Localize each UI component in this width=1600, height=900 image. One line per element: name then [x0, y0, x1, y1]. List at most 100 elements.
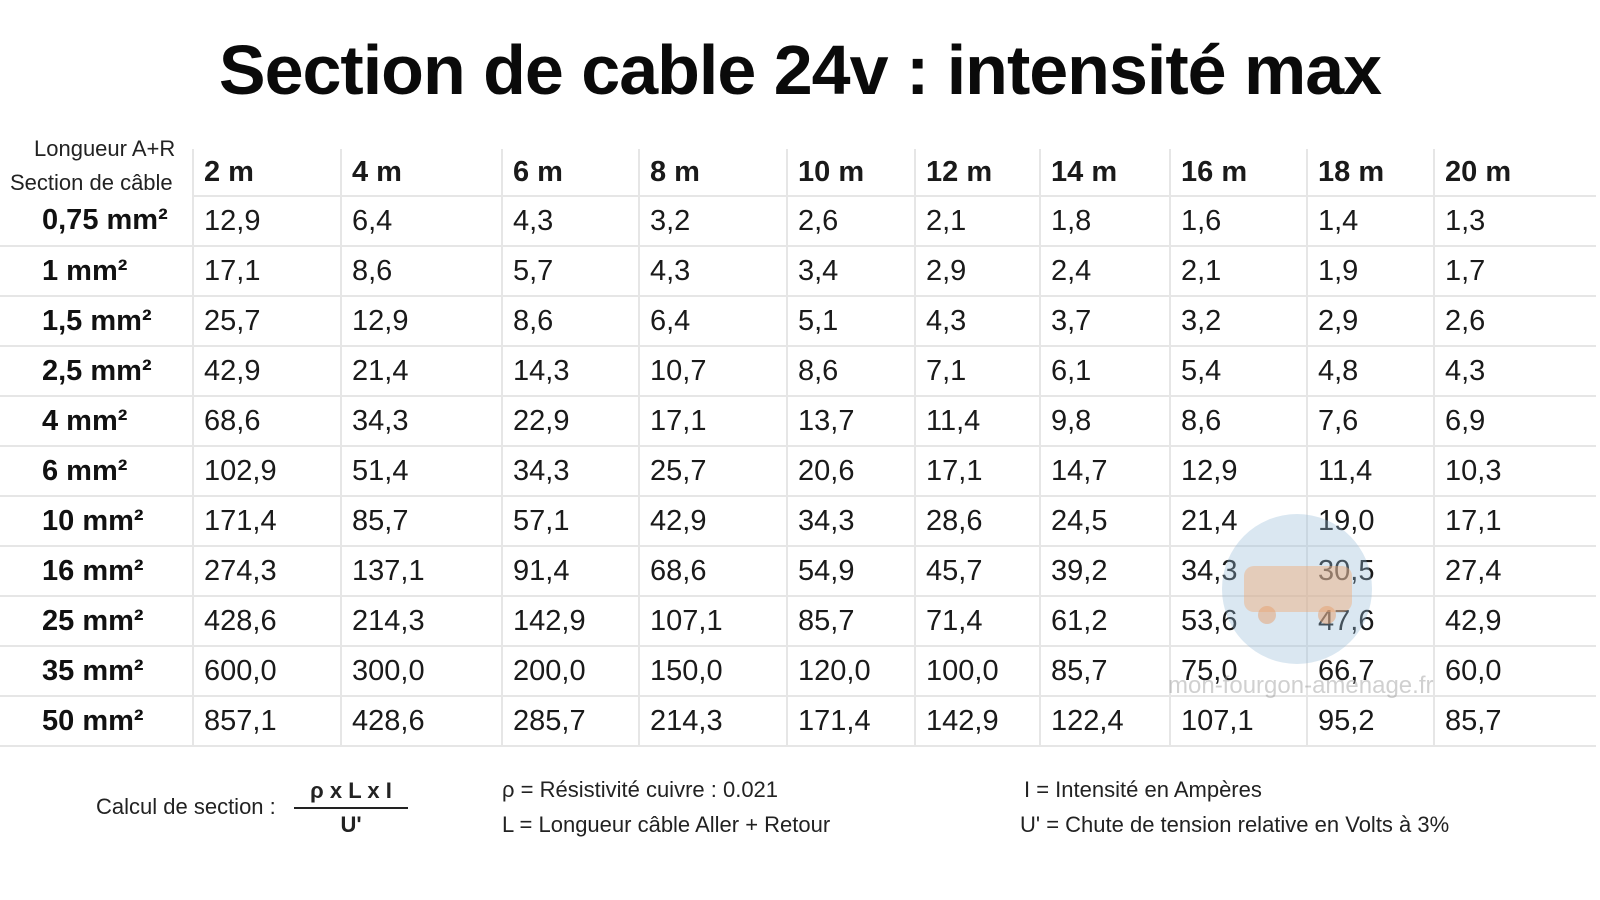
intensity-cell: 34,3 — [501, 446, 639, 497]
intensity-cell: 2,1 — [1169, 246, 1307, 297]
van-body-shape — [1244, 566, 1352, 612]
intensity-cell: 20,6 — [786, 446, 915, 497]
table-row: 50 mm² 857,1 428,6 285,7 214,3 171,4 142,9 122,… — [0, 696, 1596, 747]
formula-fraction: ρ x L x I U' — [294, 778, 408, 838]
length-header: 14 m — [1039, 149, 1170, 197]
length-header: 2 m — [192, 149, 341, 197]
table-row: 35 mm² 600,0 300,0 200,0 150,0 120,0 100,0 85,7… — [0, 646, 1596, 697]
intensity-cell: 4,3 — [914, 296, 1040, 347]
intensity-cell: 14,3 — [501, 346, 639, 397]
intensity-cell: 61,2 — [1039, 596, 1170, 647]
intensity-cell: 42,9 — [192, 346, 341, 397]
intensity-cell: 85,7 — [1433, 696, 1596, 747]
length-header: 20 m — [1433, 149, 1596, 197]
intensity-cell: 6,4 — [340, 196, 502, 247]
section-cell: 10 mm² — [0, 496, 193, 547]
legend-intensity: I = Intensité en Ampères — [1024, 777, 1262, 802]
formula-numerator: ρ x L x I — [310, 778, 392, 803]
intensity-cell: 95,2 — [1306, 696, 1434, 747]
fraction-bar — [294, 807, 408, 809]
length-header: 18 m — [1306, 149, 1434, 197]
section-cell: 0,75 mm² — [0, 196, 193, 247]
intensity-cell: 21,4 — [1169, 496, 1307, 547]
intensity-cell: 1,8 — [1039, 196, 1170, 247]
intensity-cell: 171,4 — [786, 696, 915, 747]
legend-length: L = Longueur câble Aller + Retour — [502, 812, 831, 837]
intensity-cell: 7,6 — [1306, 396, 1434, 447]
intensity-cell: 857,1 — [192, 696, 341, 747]
intensity-cell: 42,9 — [638, 496, 787, 547]
intensity-cell: 300,0 — [340, 646, 502, 697]
intensity-cell: 28,6 — [914, 496, 1040, 547]
intensity-cell: 60,0 — [1433, 646, 1596, 697]
intensity-cell: 51,4 — [340, 446, 502, 497]
intensity-cell: 122,4 — [1039, 696, 1170, 747]
intensity-cell: 171,4 — [192, 496, 341, 547]
page-title: Section de cable 24v : intensité max — [218, 31, 1382, 109]
intensity-cell: 11,4 — [1306, 446, 1434, 497]
intensity-cell: 8,6 — [340, 246, 502, 297]
intensity-cell: 34,3 — [786, 496, 915, 547]
intensity-cell: 27,4 — [1433, 546, 1596, 597]
intensity-cell: 600,0 — [192, 646, 341, 697]
intensity-cell: 19,0 — [1306, 496, 1434, 547]
intensity-cell: 8,6 — [786, 346, 915, 397]
intensity-cell: 6,4 — [638, 296, 787, 347]
intensity-cell: 2,9 — [914, 246, 1040, 297]
intensity-cell: 85,7 — [340, 496, 502, 547]
van-wheel-shape — [1318, 606, 1336, 624]
intensity-cell: 2,1 — [914, 196, 1040, 247]
section-cell: 6 mm² — [0, 446, 193, 497]
intensity-cell: 10,3 — [1433, 446, 1596, 497]
section-cell: 16 mm² — [0, 546, 193, 597]
intensity-cell: 13,7 — [786, 396, 915, 447]
intensity-cell: 54,9 — [786, 546, 915, 597]
intensity-cell: 17,1 — [914, 446, 1040, 497]
intensity-cell: 53,6 — [1169, 596, 1307, 647]
table-row: 1,5 mm² 25,7 12,9 8,6 6,4 5,1 4,3 3,7 3,2 2,9 2,6 — [0, 296, 1596, 347]
intensity-cell: 5,1 — [786, 296, 915, 347]
intensity-cell: 34,3 — [340, 396, 502, 447]
table-corner-cell — [0, 149, 193, 196]
intensity-cell: 285,7 — [501, 696, 639, 747]
intensity-cell: 137,1 — [340, 546, 502, 597]
intensity-cell: 2,4 — [1039, 246, 1170, 297]
intensity-cell: 91,4 — [501, 546, 639, 597]
length-header-label: Longueur A+R — [34, 136, 176, 161]
section-cell: 2,5 mm² — [0, 346, 193, 397]
length-header: 8 m — [638, 149, 787, 197]
intensity-cell: 5,4 — [1169, 346, 1307, 397]
intensity-cell: 12,9 — [340, 296, 502, 347]
table-row: 2,5 mm² 42,9 21,4 14,3 10,7 8,6 7,1 6,1 5,4 4,8 4,… — [0, 346, 1596, 397]
intensity-cell: 274,3 — [192, 546, 341, 597]
intensity-cell: 8,6 — [501, 296, 639, 347]
intensity-cell: 66,7 — [1306, 646, 1434, 697]
section-cell: 35 mm² — [0, 646, 193, 697]
intensity-cell: 7,1 — [914, 346, 1040, 397]
watermark-text: mon-fourgon-amenage.fr — [1168, 672, 1434, 699]
intensity-cell: 150,0 — [638, 646, 787, 697]
section-cell: 4 mm² — [0, 396, 193, 447]
intensity-cell: 85,7 — [1039, 646, 1170, 697]
intensity-cell: 1,3 — [1433, 196, 1596, 247]
length-header: 6 m — [501, 149, 639, 197]
intensity-cell: 6,9 — [1433, 396, 1596, 447]
table-row: 6 mm² 102,9 51,4 34,3 25,7 20,6 17,1 14,7 12,9 11… — [0, 446, 1596, 497]
table-row: 25 mm² 428,6 214,3 142,9 107,1 85,7 71,4 61,2 53… — [0, 596, 1596, 647]
intensity-cell: 3,2 — [1169, 296, 1307, 347]
intensity-table: 2 m 4 m 6 m 8 m 10 m 12 m 14 m 16 m 18 m… — [0, 149, 1596, 747]
intensity-cell: 214,3 — [340, 596, 502, 647]
intensity-cell: 12,9 — [192, 196, 341, 247]
intensity-cell: 428,6 — [340, 696, 502, 747]
intensity-cell: 3,2 — [638, 196, 787, 247]
legend-rho: ρ = Résistivité cuivre : 0.021 — [502, 777, 779, 802]
intensity-cell: 71,4 — [914, 596, 1040, 647]
intensity-cell: 1,6 — [1169, 196, 1307, 247]
intensity-cell: 1,4 — [1306, 196, 1434, 247]
intensity-cell: 142,9 — [501, 596, 639, 647]
intensity-cell: 21,4 — [340, 346, 502, 397]
table-body: 0,75 mm² 12,9 6,4 4,3 3,2 2,6 2,1 1,8 1,6 1,4 1,3 1… — [0, 196, 1596, 747]
intensity-cell: 120,0 — [786, 646, 915, 697]
van-wheel-shape — [1258, 606, 1276, 624]
intensity-cell: 17,1 — [638, 396, 787, 447]
